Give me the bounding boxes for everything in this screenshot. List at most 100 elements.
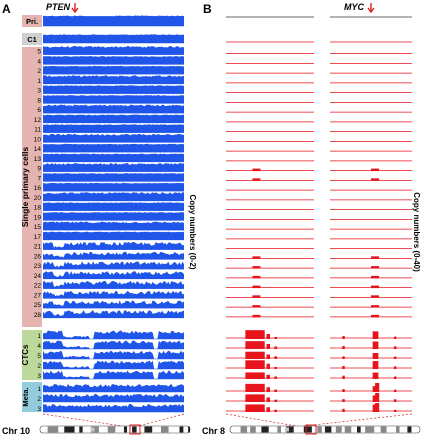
myc-amplification	[393, 336, 397, 339]
myc-track-right-single-26	[330, 256, 412, 259]
myc-small-gain	[252, 285, 261, 289]
chr10-zoom-lines	[42, 413, 185, 427]
chr10-ideogram-band	[47, 426, 59, 433]
myc-track-right-ctc-3	[330, 372, 412, 379]
myc-small-gain	[252, 178, 261, 181]
myc-amplification	[266, 333, 270, 339]
row-number-label: 2	[37, 363, 41, 370]
myc-amplification	[274, 336, 278, 339]
myc-amplification	[274, 389, 278, 392]
myc-amplification	[393, 356, 397, 359]
meta-group-label: Meta.	[21, 387, 30, 406]
pten-track-single-20	[43, 192, 184, 202]
myc-amplification	[375, 383, 380, 392]
row-number-label: 27	[34, 292, 42, 299]
row-number-label: 8	[37, 97, 41, 104]
myc-amplification	[372, 352, 379, 359]
myc-amplification	[342, 375, 345, 379]
pten-track-fill	[43, 173, 184, 182]
chr8-ideogram-band	[407, 426, 412, 433]
pten-track-fill	[43, 231, 184, 240]
myc-amplification	[342, 356, 345, 359]
row-number-label: 1	[37, 386, 41, 393]
panel-b-letter: B	[203, 2, 212, 16]
chr10-ideogram-band	[91, 426, 99, 433]
panel-a-copy-number-tracks	[43, 15, 184, 413]
row-number-label: 5	[37, 49, 41, 56]
meta-group-box	[22, 382, 42, 412]
myc-amplification	[266, 407, 270, 412]
chr10-ideogram-highlight	[129, 424, 141, 435]
panel-a-letter: A	[2, 2, 11, 16]
row-number-label: 21	[34, 244, 42, 251]
myc-track-left-ctc-1	[226, 330, 314, 339]
pten-track-fill	[43, 75, 184, 84]
chr10-ideogram-band	[179, 426, 184, 433]
myc-amplification	[342, 336, 345, 339]
pten-track-single-9	[43, 163, 184, 172]
row-number-label: 3	[37, 88, 41, 95]
row-number-label: 17	[34, 234, 42, 241]
myc-gene-label: MYC	[344, 2, 365, 12]
myc-track-right-meta-1	[330, 383, 412, 392]
pten-track-fill	[43, 370, 184, 379]
row-number-label: 4	[37, 343, 41, 350]
chr8-ideogram-band	[277, 426, 281, 433]
chr8-ideogram-band	[365, 426, 375, 433]
myc-amplification	[393, 346, 397, 349]
myc-amplification	[372, 361, 379, 369]
myc-track-left-ctc-2	[226, 360, 314, 369]
panel-a-axis-label: Copy numbers (0-2)	[188, 194, 197, 269]
pten-track-fill	[43, 350, 184, 359]
chr8-ideogram-band	[286, 426, 294, 433]
myc-small-gain	[252, 266, 261, 269]
myc-track-left-meta-3	[226, 404, 314, 412]
myc-small-gain	[252, 168, 261, 172]
myc-amplification	[245, 351, 265, 359]
pten-track-fill	[43, 46, 184, 55]
row-number-label: 22	[34, 283, 42, 290]
myc-track-right-ctc-2	[330, 361, 412, 369]
row-number-label: 1	[37, 333, 41, 340]
c1-group-box	[22, 33, 42, 45]
chr10-ideogram	[39, 424, 191, 435]
myc-small-gain	[252, 275, 261, 279]
row-number-label: 16	[34, 185, 42, 192]
myc-amplification	[274, 409, 278, 412]
myc-track-left-single-25	[226, 305, 314, 308]
row-number-label: 9	[37, 166, 41, 173]
pten-track-fill	[43, 360, 184, 369]
chr8-ideogram-band	[380, 426, 387, 433]
myc-amplification	[375, 393, 380, 402]
myc-small-gain	[252, 295, 261, 298]
myc-track-left-single-24	[226, 275, 314, 279]
myc-track-right-single-23	[330, 266, 412, 269]
myc-amplification	[266, 363, 270, 369]
pten-track-single-7	[43, 173, 184, 182]
myc-track-left-meta-1	[226, 383, 314, 392]
myc-amplification	[245, 404, 265, 412]
pten-track-ctc-2	[43, 360, 184, 370]
pten-track-single-16	[43, 182, 184, 192]
pten-track-fill	[43, 290, 184, 299]
myc-small-gain	[371, 295, 379, 298]
myc-small-gain	[371, 178, 379, 181]
pten-track-single-17	[43, 231, 184, 241]
pten-track-fill	[43, 261, 184, 270]
row-number-label: 6	[37, 107, 41, 114]
pten-track-single-23	[43, 261, 184, 270]
pten-track-c1	[43, 34, 184, 44]
row-number-label: 18	[34, 205, 42, 212]
myc-track-left-single-9	[226, 168, 314, 172]
single-cells-group-box	[22, 47, 42, 327]
myc-amplification	[266, 387, 270, 392]
chr8-ideogram-band	[261, 426, 269, 433]
row-number-label: 19	[34, 214, 42, 221]
chr10-ideogram-band	[123, 426, 128, 433]
chr10-ideogram-centromere	[90, 427, 95, 432]
pten-track-fill	[43, 330, 184, 339]
myc-small-gain	[371, 275, 379, 279]
pten-track-fill	[43, 104, 184, 114]
pten-track-fill	[43, 85, 184, 94]
